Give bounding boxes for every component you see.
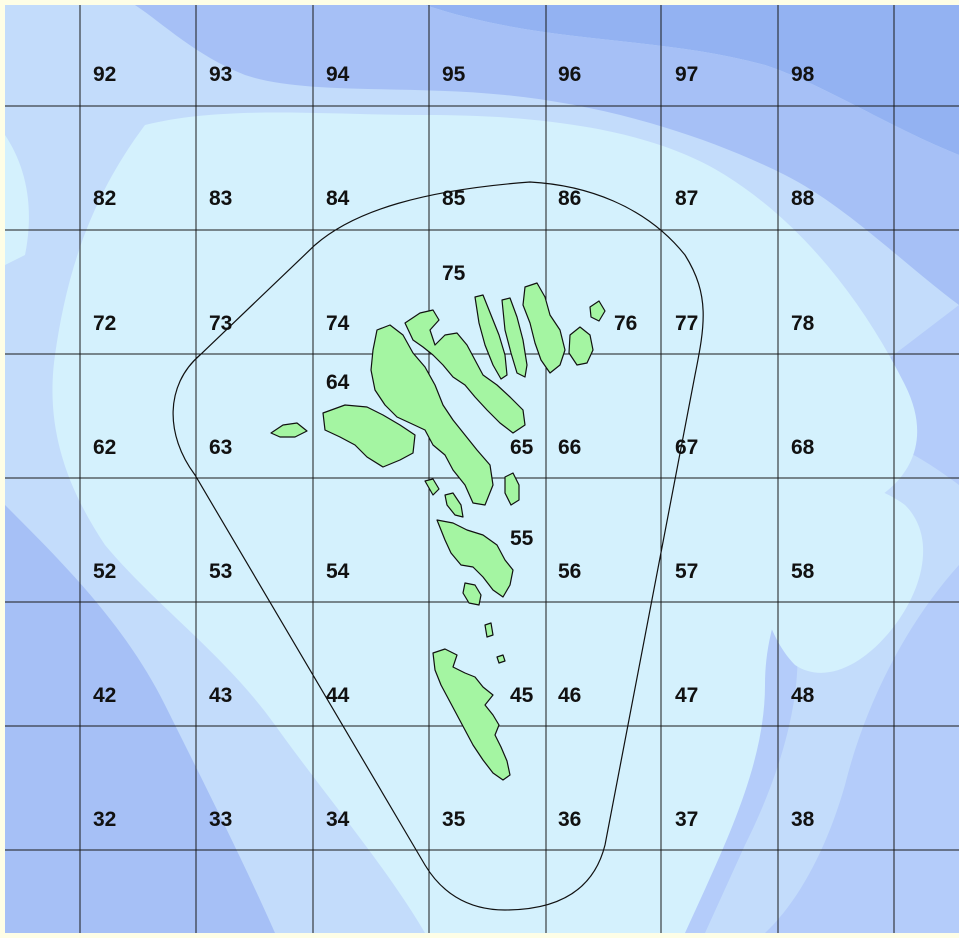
grid-label-74: 74 [326, 312, 350, 335]
grid-label-88: 88 [791, 187, 815, 210]
island-sandoy [436, 519, 514, 598]
island-koltur [424, 478, 440, 496]
grid-label-98: 98 [791, 63, 815, 86]
deep-water-bottom-right [765, 565, 959, 933]
island-nolsoy [504, 472, 520, 506]
grid-label-48: 48 [791, 684, 815, 707]
grid-label-43: 43 [209, 684, 232, 707]
grid-label-97: 97 [675, 63, 698, 86]
island-stora-dimun [484, 622, 494, 638]
grid-label-66: 66 [558, 436, 581, 459]
grid-label-67: 67 [675, 436, 698, 459]
island-kunoy [501, 297, 528, 378]
grid-label-35: 35 [442, 808, 466, 831]
island-vagar [322, 404, 416, 468]
grid-label-83: 83 [209, 187, 232, 210]
grid-label-47: 47 [675, 684, 698, 707]
grid-label-57: 57 [675, 560, 698, 583]
grid-label-44: 44 [326, 684, 350, 707]
grid-label-55: 55 [510, 527, 534, 550]
grid-label-75: 75 [442, 262, 466, 285]
grid-label-56: 56 [558, 560, 581, 583]
grid-label-95: 95 [442, 63, 466, 86]
grid-label-92: 92 [93, 63, 116, 86]
grid-label-34: 34 [326, 808, 350, 831]
faroe-islands [270, 282, 606, 781]
bathymetry [5, 5, 959, 933]
grid-label-45: 45 [510, 684, 534, 707]
island-litla-dimun [496, 654, 506, 664]
deep-water-left [5, 505, 275, 933]
grid-label-64: 64 [326, 371, 350, 394]
grid-label-93: 93 [209, 63, 232, 86]
grid-label-36: 36 [558, 808, 581, 831]
grid-label-65: 65 [510, 436, 534, 459]
grid-label-63: 63 [209, 436, 232, 459]
grid-label-42: 42 [93, 684, 116, 707]
grid-label-62: 62 [93, 436, 116, 459]
grid-label-54: 54 [326, 560, 350, 583]
island-skuvoy [462, 582, 482, 606]
island-mykines [270, 422, 308, 438]
grid-label-68: 68 [791, 436, 815, 459]
grid-label-78: 78 [791, 312, 815, 335]
grid-label-33: 33 [209, 808, 232, 831]
grid-label-77: 77 [675, 312, 698, 335]
shallow-shelf [52, 112, 918, 933]
grid-label-86: 86 [558, 187, 581, 210]
grid-label-37: 37 [675, 808, 698, 831]
deep-water-top [135, 5, 959, 305]
grid-label-58: 58 [791, 560, 815, 583]
faroe-grid-map: 92 93 94 95 96 97 98 82 83 84 85 86 87 8… [5, 5, 959, 933]
grid-label-82: 82 [93, 187, 116, 210]
grid-labels: 92 93 94 95 96 97 98 82 83 84 85 86 87 8… [93, 63, 815, 831]
shallow-bank-left [5, 135, 29, 265]
island-vidoy [568, 326, 594, 366]
grid-label-52: 52 [93, 560, 116, 583]
grid-label-72: 72 [93, 312, 116, 335]
grid-label-46: 46 [558, 684, 581, 707]
grid-label-32: 32 [93, 808, 116, 831]
island-bordoy [522, 282, 566, 374]
shallow-bank-right [756, 482, 924, 673]
island-kalsoy [474, 294, 508, 380]
grid-label-38: 38 [791, 808, 815, 831]
island-hestur [444, 492, 464, 518]
grid-label-76: 76 [614, 312, 637, 335]
grid-label-85: 85 [442, 187, 466, 210]
grid-label-87: 87 [675, 187, 698, 210]
grid-label-84: 84 [326, 187, 350, 210]
boundary-line [172, 181, 704, 911]
island-streymoy [370, 324, 494, 506]
grid-label-73: 73 [209, 312, 232, 335]
grid-label-94: 94 [326, 63, 350, 86]
grid-label-53: 53 [209, 560, 232, 583]
deep-water-top-right [425, 5, 959, 155]
island-eysturoy [404, 309, 526, 434]
island-suduroy [432, 648, 511, 781]
grid-label-96: 96 [558, 63, 581, 86]
island-fugloy [589, 300, 606, 322]
